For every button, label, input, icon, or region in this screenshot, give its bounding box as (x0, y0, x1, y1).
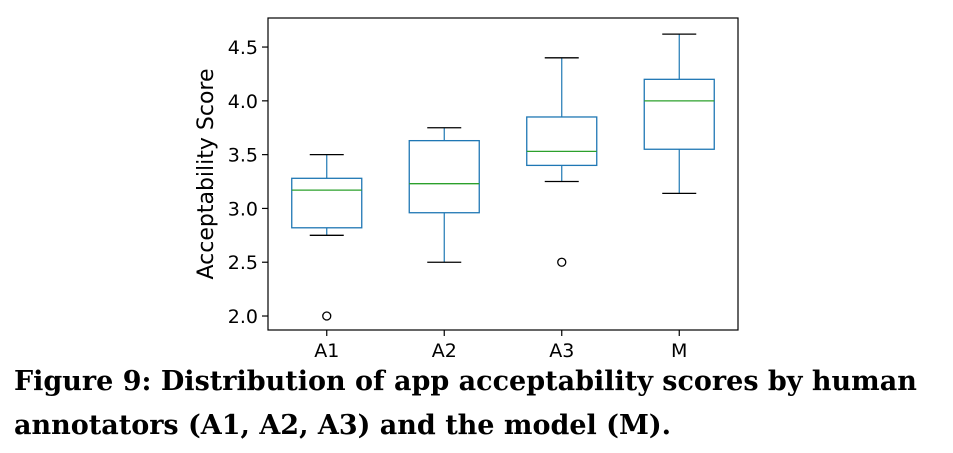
outlier-point (322, 311, 332, 321)
iqr-box (643, 78, 715, 150)
caption-line-2: annotators (A1, A2, A3) and the model (M… (14, 410, 672, 441)
x-tick-label: M (671, 340, 687, 360)
y-tick-label: 2.5 (228, 252, 258, 274)
y-tick-label: 2.0 (228, 306, 258, 328)
x-tick-label: A2 (432, 340, 457, 360)
caption-line-1: Figure 9: Distribution of app acceptabil… (14, 366, 917, 397)
x-tick-label: A1 (314, 340, 339, 360)
x-tick-label: A3 (549, 340, 574, 360)
outlier-point (557, 257, 567, 267)
iqr-box (291, 177, 363, 229)
y-axis-title: Acceptability Score (194, 68, 219, 279)
box-plot-chart: 2.0 2.5 3.0 3.5 4.0 4.5 A1 A2 A3 M Acceptability S… (194, 17, 739, 360)
y-tick-label: 3.0 (228, 198, 258, 220)
y-tick-label: 4.5 (228, 37, 258, 59)
y-tick-label: 3.5 (228, 145, 258, 167)
y-tick-label: 4.0 (228, 91, 258, 113)
figure-caption: Figure 9: Distribution of app acceptabil… (14, 360, 944, 448)
iqr-box (408, 139, 480, 214)
iqr-box (526, 116, 598, 167)
plot-frame (267, 17, 739, 331)
